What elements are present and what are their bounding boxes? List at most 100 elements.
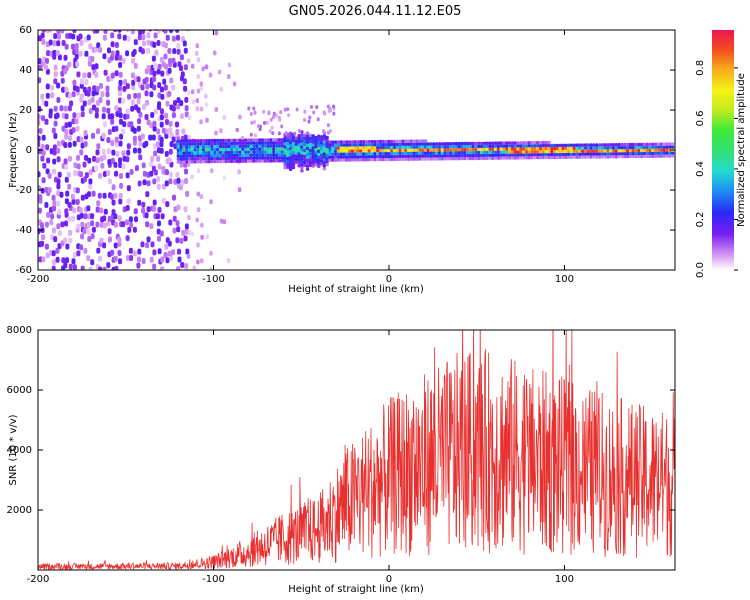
spectrogram-cell	[519, 141, 523, 145]
spectrogram-cell	[83, 247, 88, 254]
spectrogram-cell	[152, 120, 157, 127]
spectrogram-cell	[108, 236, 112, 243]
spectrogram-cell	[196, 142, 200, 146]
spectrogram-cell	[255, 159, 259, 163]
spectrogram-cell	[420, 139, 425, 143]
spectrogram-cell	[502, 147, 506, 151]
spectrogram-cell	[651, 145, 655, 149]
spectrogram-cell	[68, 229, 73, 236]
spectrogram-cell	[488, 144, 492, 148]
spectrogram-cell	[443, 142, 447, 146]
spectrogram-cell	[367, 154, 372, 159]
spectrogram-cell	[204, 144, 209, 149]
spectrogram-cell	[196, 57, 201, 63]
spectrogram-cell	[182, 160, 186, 164]
spectrogram-cell	[550, 146, 554, 151]
spectrogram-cell	[272, 111, 276, 116]
spectrogram-cell	[552, 155, 557, 160]
spectrogram-cell	[314, 135, 318, 140]
spectrogram-cell	[164, 169, 169, 176]
spectrogram-cell	[141, 30, 145, 34]
spectrogram-cell	[269, 117, 273, 122]
spectrogram-cell	[40, 144, 45, 150]
spectrogram-cell	[566, 143, 571, 147]
spectrogram-cell	[502, 156, 506, 160]
spectrogram-cell	[96, 128, 100, 135]
spectrogram-cell	[423, 151, 428, 155]
spectrogram-cell	[353, 143, 357, 147]
spectrogram-cell	[283, 154, 287, 158]
spectrogram-cell	[634, 142, 638, 147]
spectrogram-cell	[71, 118, 76, 125]
spectrogram-cell	[190, 139, 195, 143]
spectrogram-cell	[659, 145, 664, 149]
spectrogram-cell	[44, 221, 49, 228]
spectrogram-cell	[274, 144, 279, 148]
spectrogram-cell	[443, 148, 447, 152]
spectrogram-cell	[316, 117, 320, 122]
spectrogram-cell	[342, 155, 346, 159]
spectrogram-cell	[269, 150, 273, 154]
spectrogram-cell	[210, 138, 214, 143]
spectrogram-cell	[232, 159, 237, 164]
spectrogram-cell	[373, 139, 377, 144]
spectrogram-cell	[215, 150, 220, 155]
spectrogram-cell	[555, 143, 560, 148]
spectrogram-cell	[187, 151, 192, 155]
spectrogram-cell	[114, 265, 119, 270]
spectrogram-cell	[128, 247, 133, 254]
colorbar-gradient	[712, 30, 734, 270]
spectrogram-cell	[668, 145, 672, 149]
spectrogram-cell	[516, 141, 520, 145]
spectrogram-cell	[102, 222, 107, 229]
spectrogram-cell	[102, 154, 107, 161]
spectrogram-cell	[155, 213, 160, 220]
spectrogram-cell	[227, 156, 231, 161]
spectrogram-cell	[561, 146, 565, 151]
colorbar-ticks: 0.00.20.40.60.8	[695, 60, 738, 278]
spectrogram-cell	[387, 148, 391, 153]
spectrogram-cell	[653, 148, 658, 152]
spectrogram-cell	[151, 134, 156, 141]
spectrogram-cell	[550, 149, 554, 154]
spectrogram-cell	[182, 148, 186, 152]
spectrogram-cell	[227, 147, 231, 152]
spectrogram-cell	[186, 253, 191, 259]
spectrogram-cell	[586, 146, 591, 150]
spectrogram-cell	[314, 162, 318, 167]
spectrogram-cell	[185, 145, 189, 149]
spectrogram-cell	[118, 62, 123, 68]
spectrogram-cell	[418, 151, 422, 155]
spectrogram-cell	[367, 145, 372, 150]
spectrogram-cell	[392, 145, 397, 150]
spectrogram-cell	[183, 85, 188, 92]
spectrogram-cell	[88, 178, 93, 185]
spectrogram-cell	[280, 147, 284, 151]
spectrogram-cell	[536, 146, 540, 151]
spectrogram-cell	[305, 164, 310, 168]
spectrogram-cell	[322, 146, 327, 150]
spectrogram-cell	[350, 146, 355, 150]
spectrogram-cell	[98, 97, 103, 103]
spectrogram-cell	[204, 147, 209, 152]
spectrogram-cell	[291, 159, 296, 164]
spectrogram-cell	[373, 142, 377, 147]
spectrogram-cell	[176, 226, 181, 233]
spectrogram-cell	[53, 120, 58, 127]
spectrogram-cell	[333, 140, 338, 144]
spectrogram-cell	[580, 146, 585, 150]
y-tick-label: -20	[16, 185, 32, 196]
y-tick-label: 2000	[7, 505, 32, 516]
spectrogram-cell	[516, 153, 520, 157]
spectrogram-cell	[367, 148, 372, 153]
spectrogram-cell	[308, 154, 313, 159]
spectrogram-cell	[297, 149, 301, 153]
spectrogram-cell	[117, 215, 122, 222]
spectrogram-cell	[502, 153, 506, 157]
colorbar-tick-label: 0.8	[695, 60, 706, 76]
spectrogram-cell	[145, 83, 150, 90]
spectrogram-cell	[130, 30, 135, 35]
spectrogram-cell	[246, 138, 251, 142]
spectrogram-cell	[440, 145, 445, 149]
spectrogram-cell	[642, 154, 647, 159]
